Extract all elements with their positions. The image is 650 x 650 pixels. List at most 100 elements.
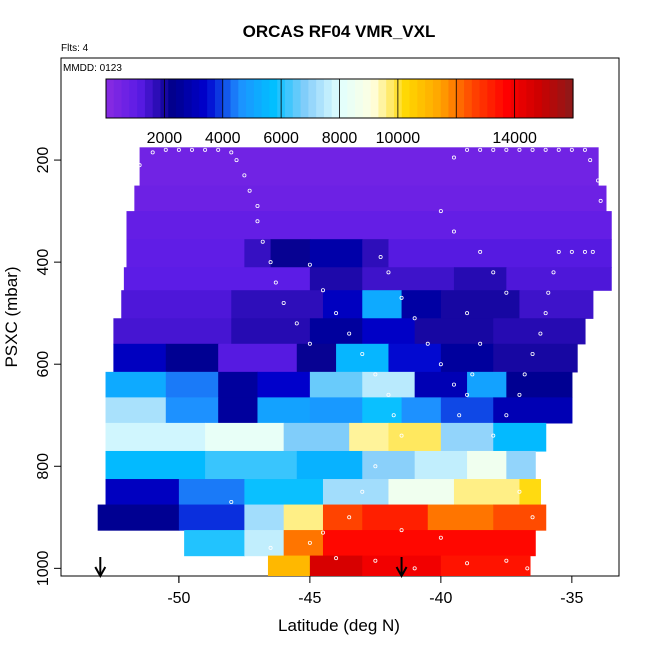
track-point bbox=[255, 203, 260, 208]
colorbar-segment bbox=[534, 79, 543, 118]
heatmap-cell bbox=[493, 397, 573, 424]
heatmap-cell bbox=[322, 530, 536, 557]
colorbar-tick-label: 4000 bbox=[205, 130, 241, 147]
track-point bbox=[373, 372, 378, 377]
x-tick-label: -50 bbox=[167, 590, 190, 607]
heatmap-cell bbox=[178, 504, 245, 531]
heatmap-cell bbox=[244, 504, 285, 531]
track-point bbox=[438, 362, 443, 367]
heatmap-cell bbox=[231, 290, 324, 319]
heatmap-cell bbox=[414, 371, 468, 398]
heatmap-cell bbox=[309, 555, 363, 576]
heatmap-cell bbox=[362, 267, 455, 291]
track-point bbox=[590, 249, 595, 254]
heatmap-cell bbox=[440, 555, 531, 576]
track-point bbox=[465, 147, 470, 152]
colorbar-segment bbox=[230, 79, 239, 118]
colorbar-segment bbox=[292, 79, 302, 118]
heatmap-layer bbox=[97, 147, 612, 576]
colorbar-segment bbox=[168, 79, 177, 118]
heatmap-cell bbox=[178, 479, 245, 506]
heatmap-cell bbox=[121, 290, 232, 319]
heatmap-cell bbox=[309, 371, 363, 398]
heatmap-cell bbox=[440, 343, 494, 373]
heatmap-cell bbox=[296, 343, 337, 373]
colorbar-segment bbox=[331, 79, 341, 118]
heatmap-cell bbox=[165, 397, 219, 424]
heatmap-cell bbox=[309, 239, 363, 268]
heatmap-cell bbox=[105, 422, 206, 452]
colorbar-segment bbox=[565, 79, 574, 118]
colorbar-segment bbox=[129, 79, 138, 118]
track-point bbox=[320, 288, 325, 293]
heatmap-cell bbox=[506, 371, 573, 398]
track-point bbox=[273, 280, 278, 285]
track-point bbox=[216, 147, 221, 152]
heatmap-cell bbox=[218, 343, 298, 373]
track-point bbox=[478, 341, 483, 346]
date-label: MMDD: 0123 bbox=[63, 63, 122, 74]
heatmap-cell bbox=[296, 450, 363, 480]
heatmap-cell bbox=[440, 397, 494, 424]
track-point bbox=[103, 321, 108, 326]
track-point bbox=[525, 566, 530, 571]
colorbar-segment bbox=[401, 79, 411, 118]
y-tick-label: 400 bbox=[35, 249, 52, 276]
heatmap-cell bbox=[267, 555, 311, 576]
arrow-markers bbox=[94, 557, 408, 579]
heatmap-cell bbox=[506, 450, 536, 480]
track-point bbox=[378, 255, 383, 260]
heatmap-cell bbox=[231, 318, 311, 345]
track-point bbox=[111, 300, 116, 305]
y-tick-label: 1000 bbox=[35, 550, 52, 586]
colorbar-tick-label: 8000 bbox=[322, 130, 358, 147]
track-point bbox=[242, 173, 247, 178]
track-point bbox=[582, 249, 587, 254]
heatmap-cell bbox=[105, 450, 206, 480]
colorbar-segment bbox=[541, 79, 551, 118]
track-point bbox=[255, 219, 260, 224]
colorbar-tick-label: 6000 bbox=[263, 130, 299, 147]
track-point bbox=[307, 262, 312, 267]
heatmap-cell bbox=[205, 450, 298, 480]
heatmap-cell bbox=[165, 371, 219, 398]
track-point bbox=[386, 270, 391, 275]
colorbar-segment bbox=[261, 79, 271, 118]
track-point bbox=[119, 224, 124, 229]
track-point bbox=[596, 178, 601, 183]
y-axis-label: PSXC (mbar) bbox=[2, 266, 21, 367]
colorbar-segment bbox=[152, 79, 162, 118]
track-point bbox=[307, 341, 312, 346]
track-point bbox=[373, 464, 378, 469]
track-point bbox=[399, 295, 404, 300]
heatmap-cell bbox=[283, 530, 324, 557]
heatmap-cell bbox=[123, 267, 311, 291]
heatmap-cell bbox=[362, 239, 390, 268]
track-point bbox=[189, 147, 194, 152]
colorbar-segment bbox=[323, 79, 333, 118]
track-point bbox=[530, 147, 535, 152]
track-point bbox=[491, 433, 496, 438]
heatmap-cell bbox=[388, 479, 455, 506]
x-axis-label: Latitude (deg N) bbox=[278, 616, 400, 635]
colorbar-segment bbox=[355, 79, 364, 118]
x-tick-label: -45 bbox=[298, 590, 321, 607]
track-point bbox=[203, 147, 208, 152]
track-point bbox=[347, 515, 352, 520]
flights-label: Flts: 4 bbox=[61, 43, 89, 54]
track-point bbox=[129, 183, 134, 188]
heatmap-cell bbox=[309, 397, 363, 424]
heatmap-cell bbox=[105, 397, 167, 424]
heatmap-cell bbox=[105, 371, 167, 398]
track-point bbox=[176, 147, 181, 152]
colorbar-segment bbox=[339, 79, 348, 118]
track-point bbox=[504, 290, 509, 295]
heatmap-cell bbox=[362, 290, 403, 319]
heatmap-cell bbox=[362, 504, 429, 531]
track-point bbox=[478, 249, 483, 254]
arrow-head bbox=[94, 566, 107, 579]
track-point bbox=[425, 341, 430, 346]
heatmap-cell bbox=[519, 290, 594, 319]
track-point bbox=[268, 260, 273, 265]
colorbar-segment bbox=[316, 79, 325, 118]
